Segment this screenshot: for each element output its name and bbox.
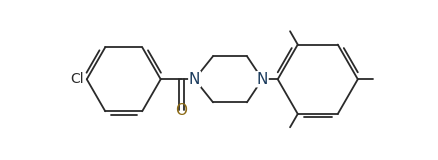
- Text: N: N: [256, 72, 268, 87]
- Text: Cl: Cl: [70, 72, 84, 86]
- Text: N: N: [188, 72, 200, 87]
- Text: N: N: [188, 72, 200, 87]
- Text: O: O: [175, 103, 187, 118]
